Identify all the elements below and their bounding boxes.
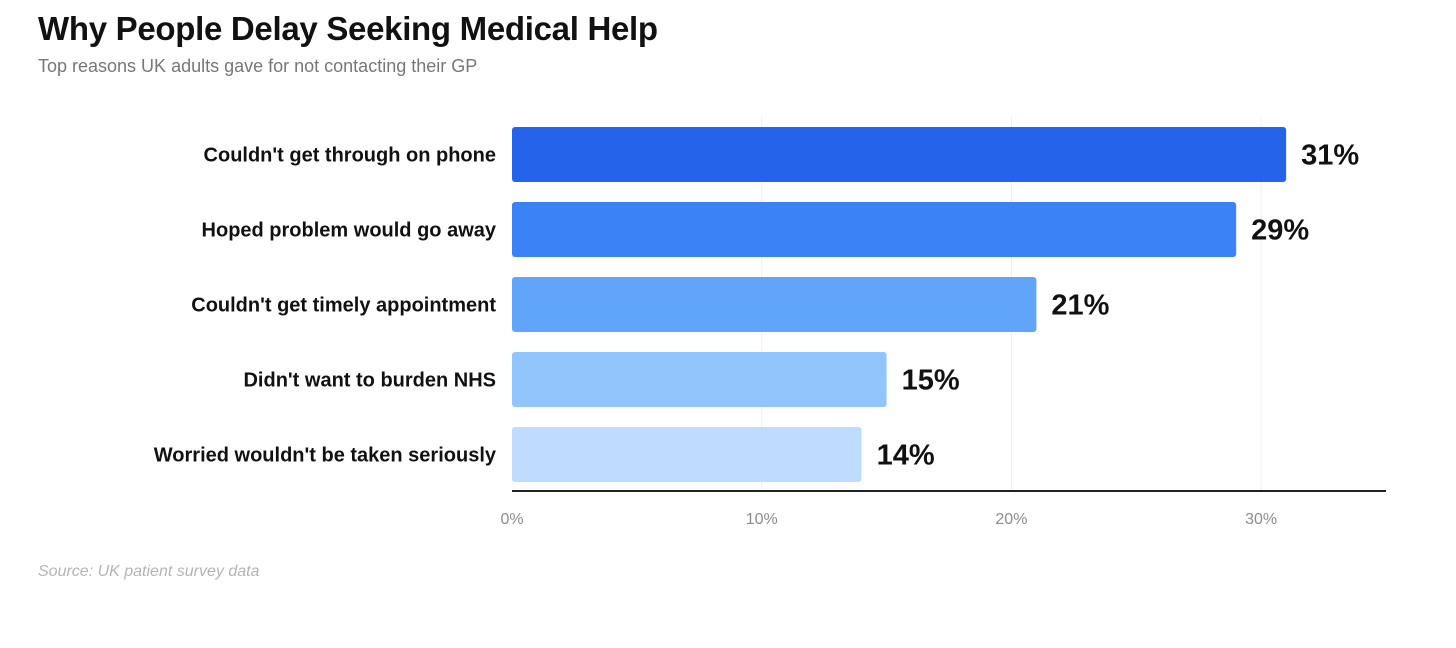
- category-label: Couldn't get through on phone: [204, 145, 496, 167]
- x-tick-label: 30%: [1245, 511, 1277, 528]
- x-tick-label: 0%: [500, 511, 523, 528]
- chart-title: Why People Delay Seeking Medical Help: [38, 10, 658, 47]
- x-tick-label: 20%: [995, 511, 1027, 528]
- chart-subtitle: Top reasons UK adults gave for not conta…: [38, 56, 478, 76]
- value-labels: 31% 29% 21% 15% 14%: [877, 140, 1360, 472]
- category-labels: Couldn't get through on phone Hoped probl…: [154, 145, 497, 467]
- x-tick-labels: 0% 10% 20% 30%: [500, 511, 1277, 528]
- bar: [512, 352, 887, 407]
- value-label: 21%: [1051, 290, 1109, 322]
- bar: [512, 127, 1287, 182]
- value-label: 15%: [902, 365, 960, 397]
- value-label: 14%: [877, 440, 935, 472]
- bar: [512, 202, 1237, 257]
- bars: [512, 127, 1287, 482]
- bar: [512, 277, 1037, 332]
- category-label: Couldn't get timely appointment: [191, 295, 496, 317]
- value-label: 31%: [1301, 140, 1359, 172]
- bar: [512, 427, 862, 482]
- category-label: Didn't want to burden NHS: [243, 370, 496, 392]
- x-tick-label: 10%: [746, 511, 778, 528]
- source-note: Source: UK patient survey data: [38, 563, 260, 580]
- category-label: Worried wouldn't be taken seriously: [154, 445, 497, 467]
- category-label: Hoped problem would go away: [202, 220, 497, 242]
- value-label: 29%: [1251, 215, 1309, 247]
